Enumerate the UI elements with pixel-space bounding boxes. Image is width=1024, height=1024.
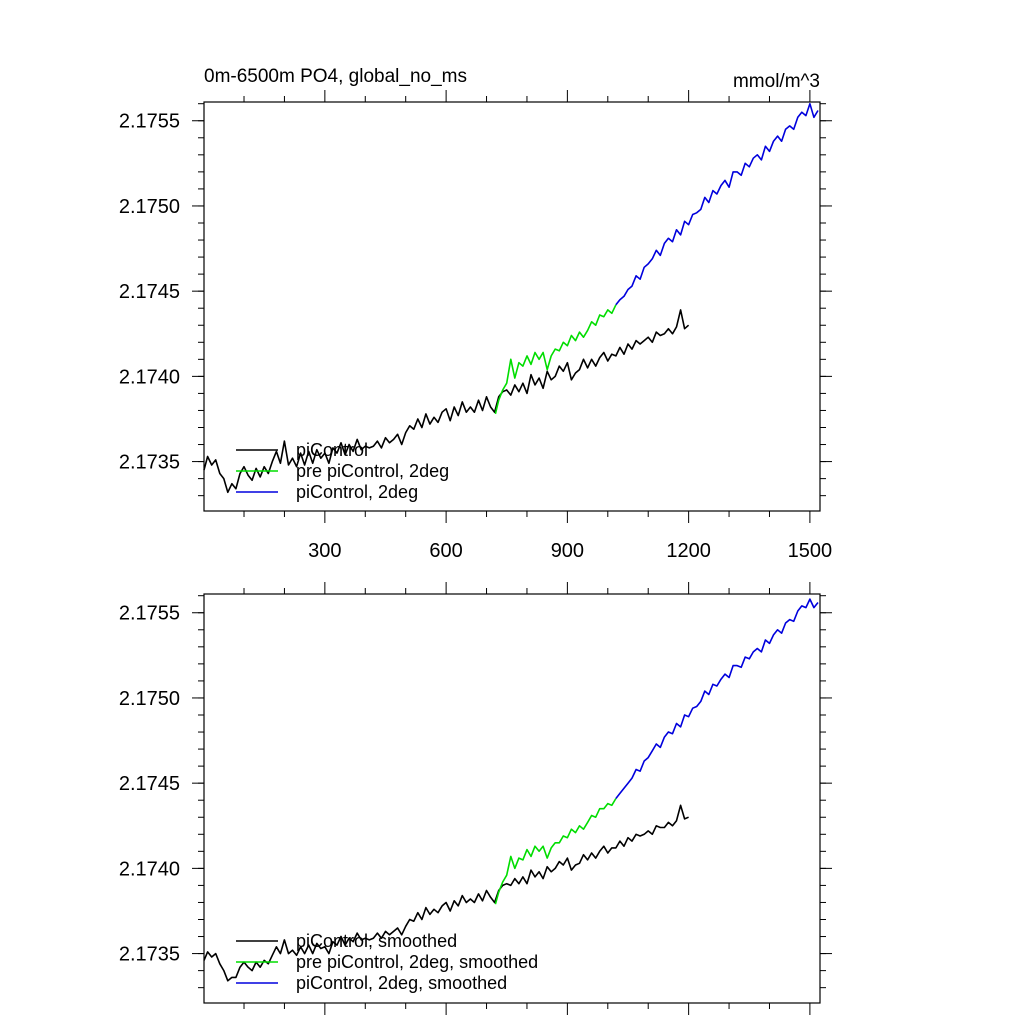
axis-ticks xyxy=(192,90,832,523)
y-tick-label: 2.1735 xyxy=(119,452,180,474)
series-lines xyxy=(203,102,819,494)
units-label: mmol/m^3 xyxy=(733,71,820,92)
y-tick-label: 2.1735 xyxy=(119,944,180,966)
legend-label: piControl, 2deg xyxy=(296,482,418,502)
series-line-picontrol-smoothed xyxy=(203,804,689,982)
x-tick-label: 300 xyxy=(308,540,341,562)
y-tick-label: 2.1740 xyxy=(119,366,180,388)
chart-panel-top: 0m-6500m PO4, global_no_ms mmol/m^3 2.17… xyxy=(119,66,832,562)
plot-frame xyxy=(203,593,821,1004)
chart-panel-bottom: 2.1735 2.1740 2.1745 2.1750 2.1755 piControl… xyxy=(119,582,832,1015)
y-tick-label: 2.1750 xyxy=(119,688,180,710)
legend-label: piControl, smoothed xyxy=(296,931,457,951)
x-tick-label: 1200 xyxy=(666,540,711,562)
plot-frame xyxy=(203,101,821,512)
y-tick-label: 2.1750 xyxy=(119,196,180,218)
series-line-picontrol xyxy=(203,309,690,494)
axis-ticks xyxy=(192,582,832,1015)
y-tick-label: 2.1755 xyxy=(119,111,180,133)
series-line-pre-picontrol-2deg-smoothed xyxy=(494,798,617,905)
y-tick-label: 2.1740 xyxy=(119,858,180,880)
y-axis-tick-labels: 2.1735 2.1740 2.1745 2.1750 2.1755 xyxy=(119,603,180,966)
y-tick-label: 2.1745 xyxy=(119,281,180,303)
y-axis-tick-labels: 2.1735 2.1740 2.1745 2.1750 2.1755 xyxy=(119,111,180,474)
y-tick-label: 2.1755 xyxy=(119,603,180,625)
series-line-picontrol-2deg-smoothed xyxy=(615,598,819,799)
legend-label: piControl xyxy=(296,440,368,460)
x-tick-label: 600 xyxy=(429,540,462,562)
series-line-pre-picontrol-2deg xyxy=(494,304,617,415)
legend-label: pre piControl, 2deg, smoothed xyxy=(296,952,538,972)
y-tick-label: 2.1745 xyxy=(119,773,180,795)
series-lines xyxy=(203,598,819,982)
x-tick-label: 1500 xyxy=(788,540,833,562)
series-line-picontrol-2deg xyxy=(615,102,819,306)
legend-label: piControl, 2deg, smoothed xyxy=(296,973,507,993)
legend-label: pre piControl, 2deg xyxy=(296,461,449,481)
chart-title: 0m-6500m PO4, global_no_ms xyxy=(204,66,467,87)
x-axis-tick-labels: 300 600 900 1200 1500 xyxy=(308,540,832,562)
x-tick-label: 900 xyxy=(551,540,584,562)
